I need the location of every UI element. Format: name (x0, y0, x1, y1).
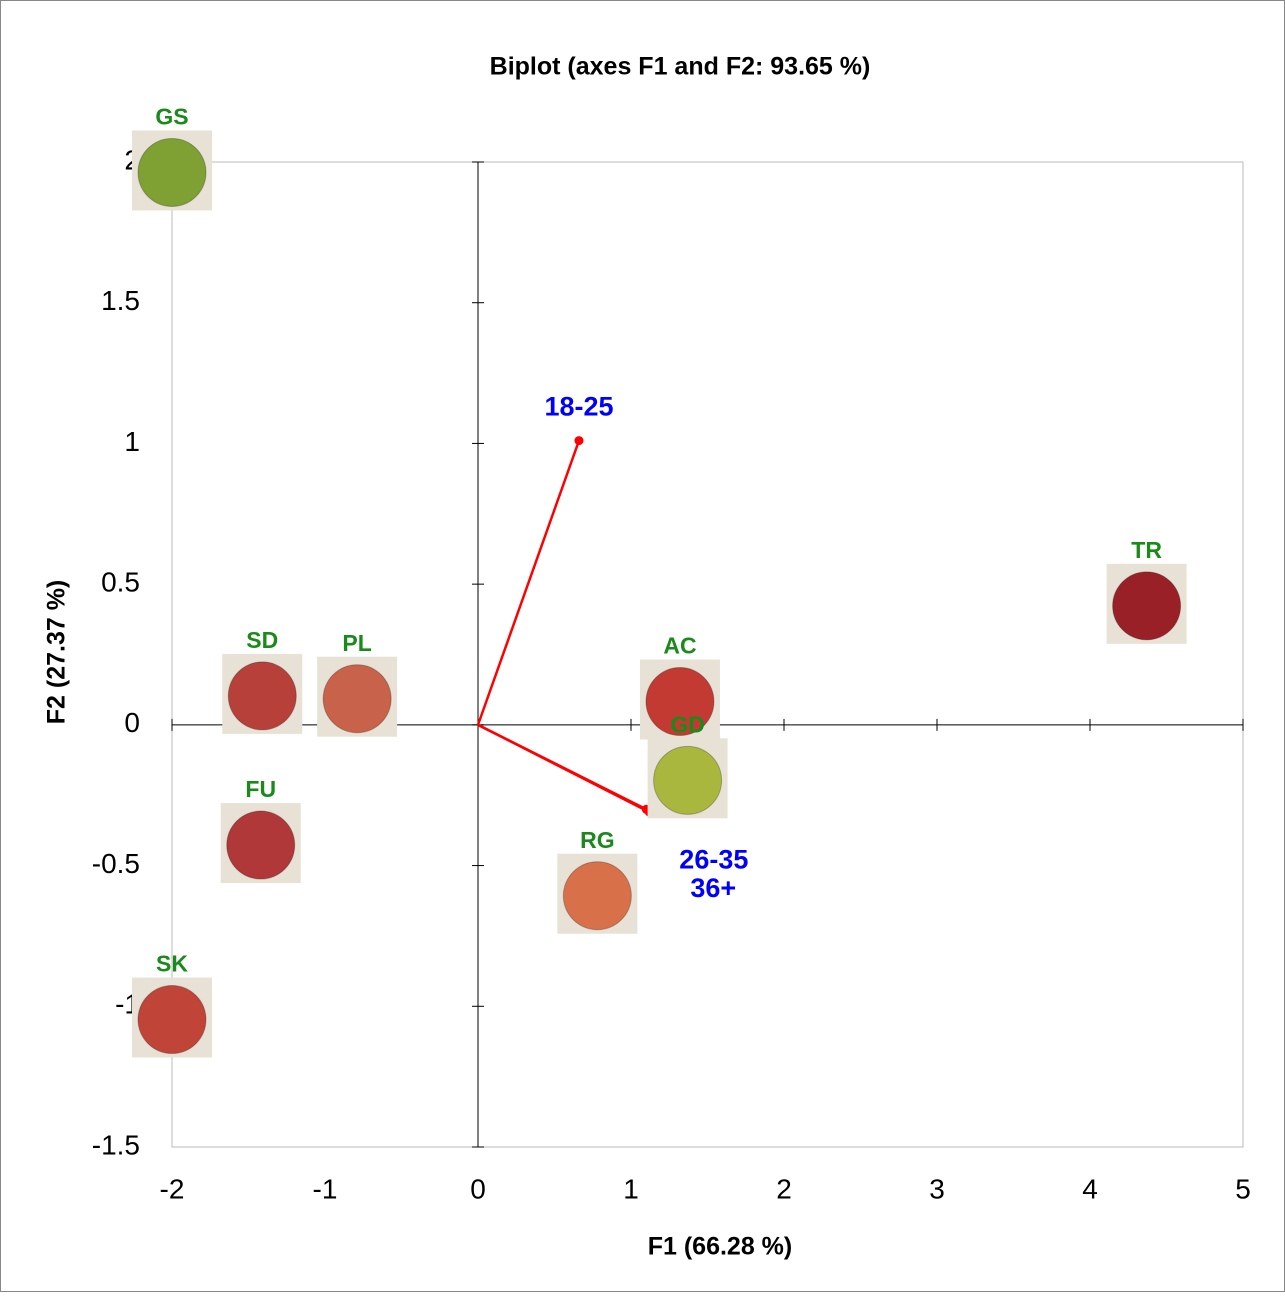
vector-label: 18-25 (544, 392, 613, 422)
y-tick-label: -1.5 (92, 1129, 140, 1160)
x-tick-label: -1 (313, 1173, 338, 1204)
x-tick-label: 0 (470, 1173, 486, 1204)
x-tick-label: -2 (160, 1173, 185, 1204)
y-tick-label: 0 (124, 707, 140, 738)
point (138, 986, 206, 1054)
x-tick-label: 2 (776, 1173, 792, 1204)
point (228, 662, 296, 730)
point-label: RG (580, 827, 615, 853)
x-tick-label: 3 (929, 1173, 945, 1204)
point (227, 811, 295, 879)
vector-tip (574, 436, 583, 445)
point (138, 138, 206, 206)
point-label: GS (155, 104, 188, 130)
y-tick-label: 0.5 (101, 567, 140, 598)
point-label: TR (1131, 537, 1162, 563)
point (654, 746, 722, 814)
point (323, 665, 391, 733)
vector-label: 26-35 (679, 844, 748, 874)
x-tick-label: 4 (1082, 1173, 1098, 1204)
y-tick-label: -0.5 (92, 848, 140, 879)
point-label: SD (246, 627, 278, 653)
y-axis-label: F2 (27.37 %) (43, 580, 71, 725)
point (563, 862, 631, 930)
point-label: AC (663, 633, 696, 659)
point-label: GD (670, 711, 705, 737)
chart: Biplot (axes F1 and F2: 93.65 %) F1 (66.… (0, 0, 1285, 1292)
point-label: PL (342, 630, 371, 656)
vector-label: 36+ (690, 873, 736, 903)
point-label: SK (156, 951, 188, 977)
point (1113, 572, 1181, 640)
chart-title: Biplot (axes F1 and F2: 93.65 %) (490, 53, 871, 81)
x-tick-label: 1 (623, 1173, 639, 1204)
y-tick-label: 1 (124, 426, 140, 457)
x-axis-label: F1 (66.28 %) (648, 1233, 793, 1261)
x-tick-label: 5 (1235, 1173, 1251, 1204)
point-label: FU (245, 776, 276, 802)
y-tick-label: 1.5 (101, 285, 140, 316)
